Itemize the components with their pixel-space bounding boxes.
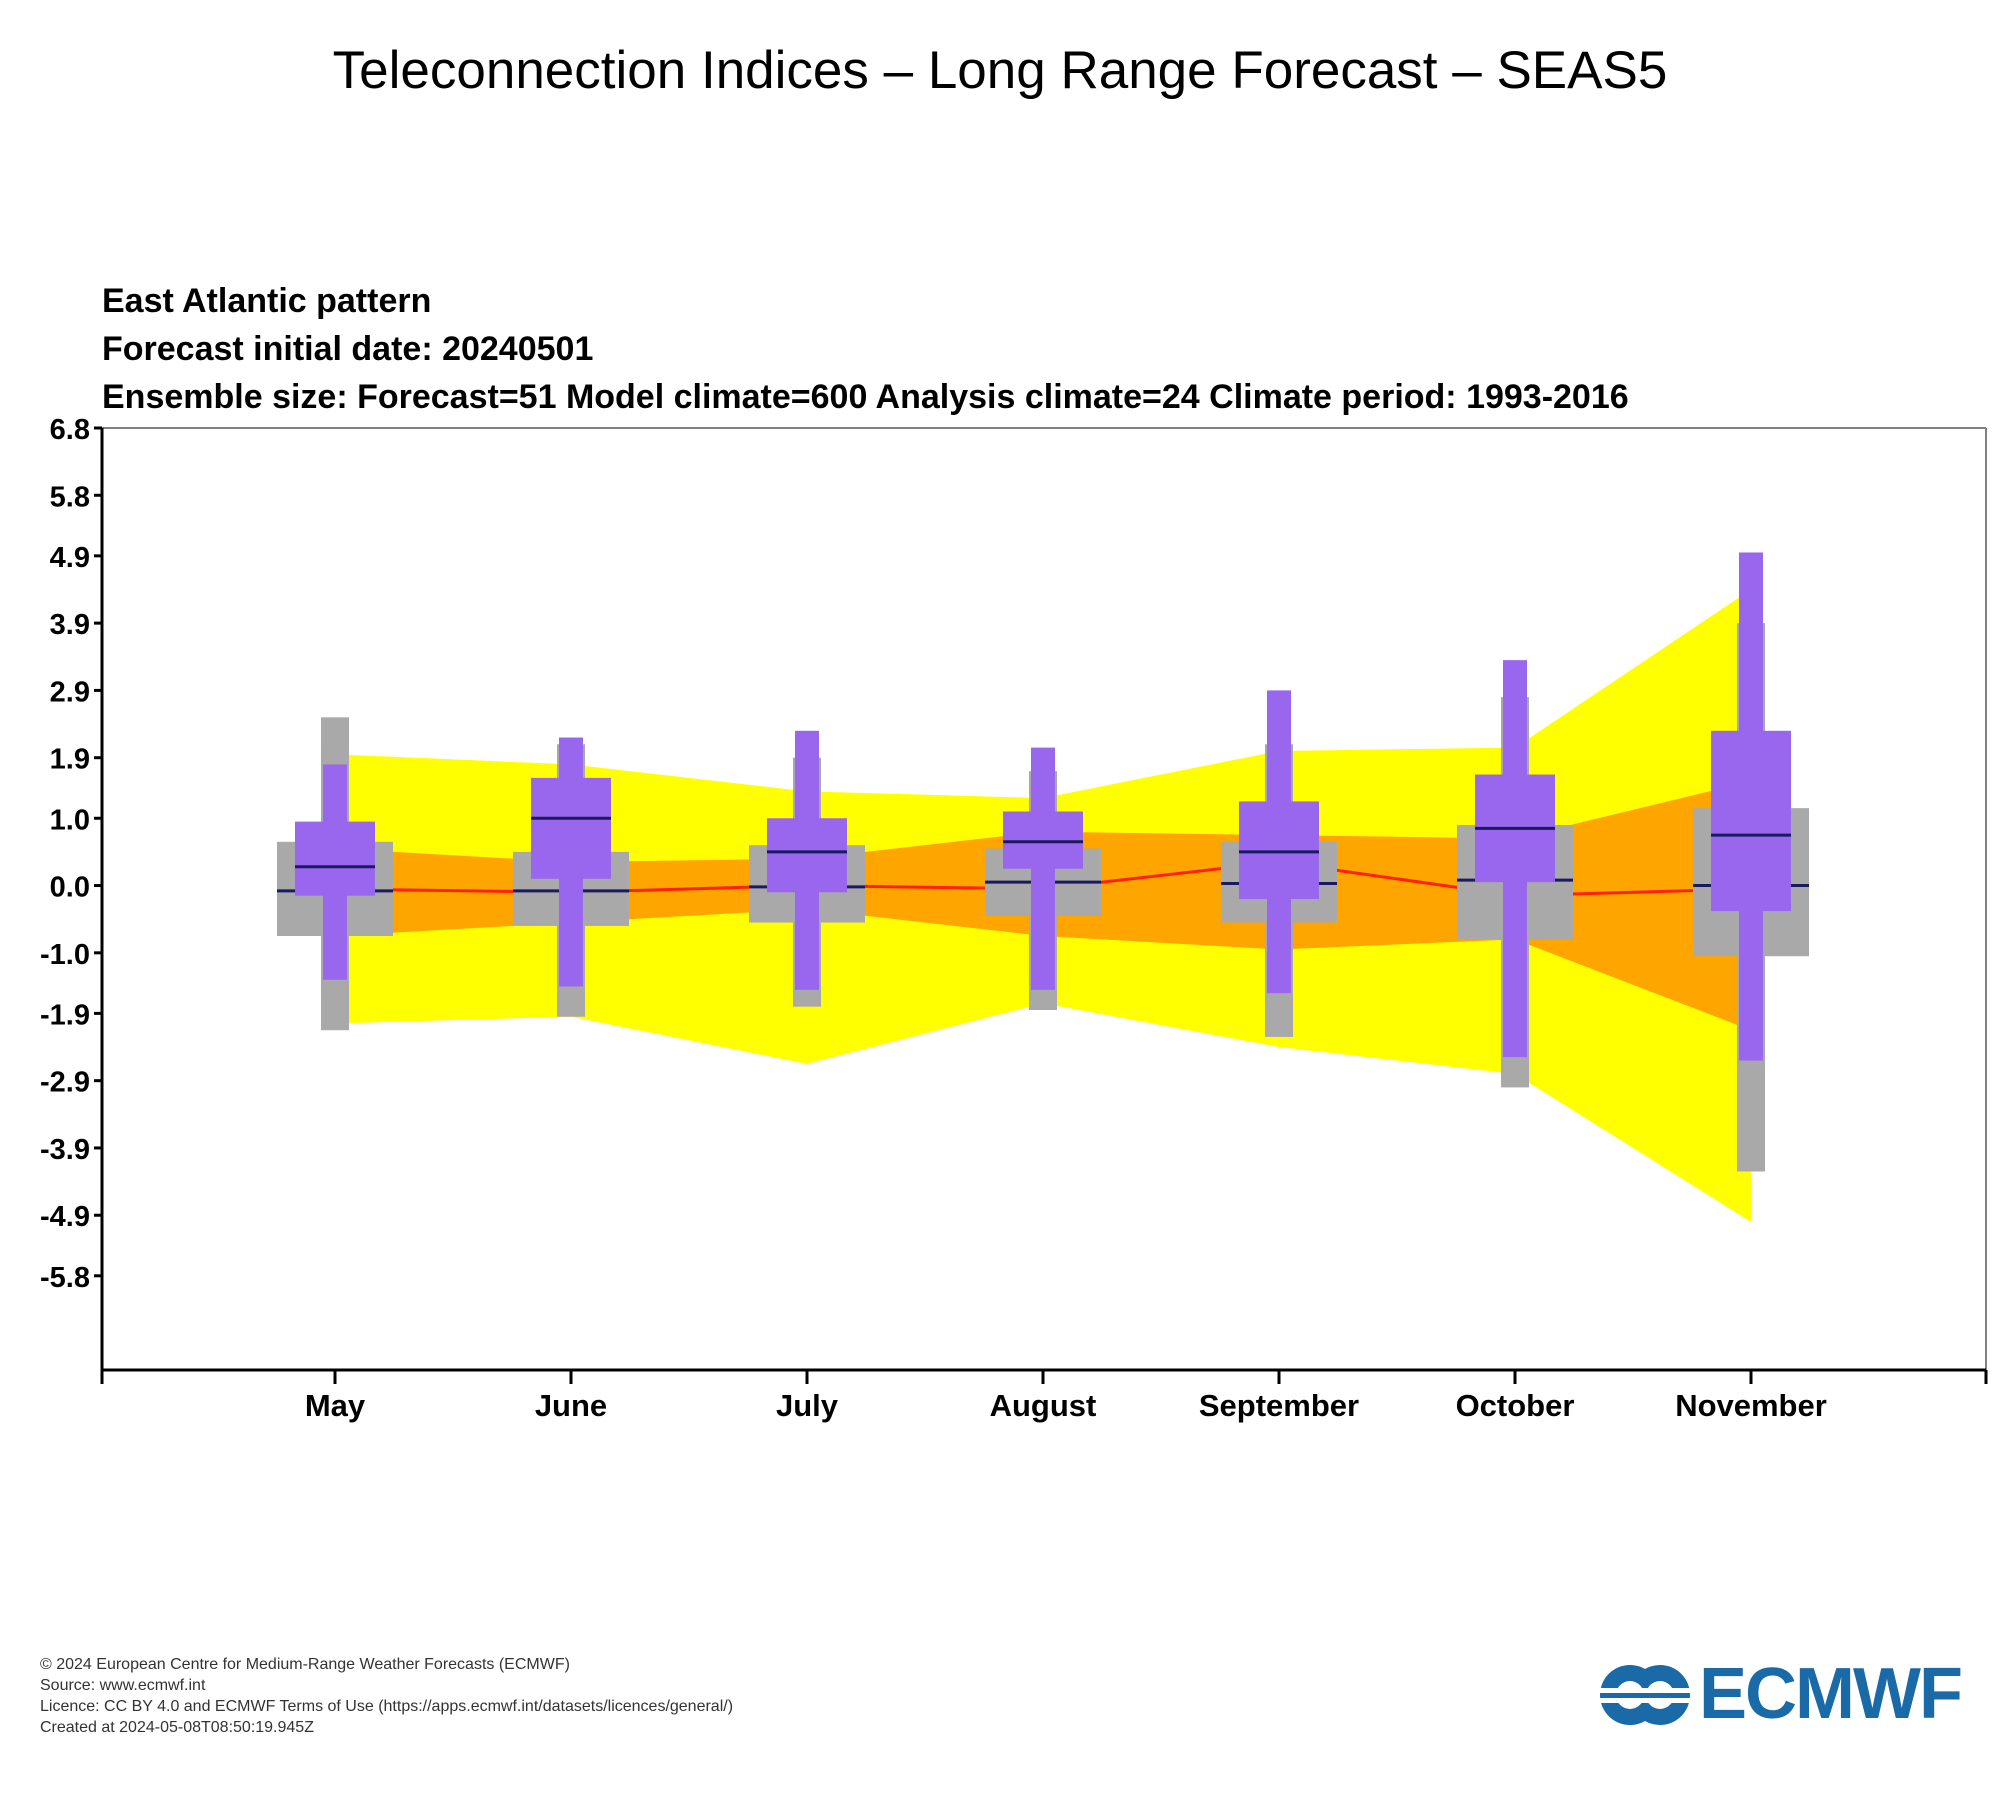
forecast-box <box>1711 730 1791 912</box>
x-tick-label: June <box>535 1388 607 1423</box>
chart-title-line: Forecast initial date: 20240501 <box>102 330 593 368</box>
footer-created: Created at 2024-05-08T08:50:19.945Z <box>40 1719 314 1736</box>
month-boxplot <box>513 737 629 1017</box>
y-tick-label: -1.0 <box>40 939 90 971</box>
footer-licence: Licence: CC BY 4.0 and ECMWF Terms of Us… <box>40 1698 734 1715</box>
month-boxplot <box>1693 552 1809 1172</box>
x-tick-label: July <box>776 1388 839 1423</box>
footer-source: Source: www.ecmwf.int <box>40 1677 206 1694</box>
x-tick-label: August <box>990 1388 1097 1423</box>
month-boxplot <box>277 717 393 1031</box>
chart-title-line: East Atlantic pattern <box>102 282 431 320</box>
ecmwf-logo: ECMWF <box>1595 1654 1975 1734</box>
y-tick-label: -4.9 <box>40 1201 90 1233</box>
x-tick-label: November <box>1675 1388 1827 1423</box>
y-tick-label: 5.8 <box>50 481 90 513</box>
x-axis: May June July August September October Novembe… <box>100 1370 1988 1423</box>
month-boxplot <box>1221 690 1337 1037</box>
page-title: Teleconnection Indices – Long Range Fore… <box>332 41 1668 100</box>
footer: © 2024 European Centre for Medium-Range … <box>40 1654 733 1738</box>
x-tick-label: September <box>1199 1388 1359 1423</box>
x-tick-label: October <box>1456 1388 1575 1423</box>
month-boxplot <box>749 730 865 1007</box>
footer-copyright: © 2024 European Centre for Medium-Range … <box>40 1656 570 1673</box>
y-tick-label: -1.9 <box>40 999 90 1031</box>
y-tick-label: 4.9 <box>50 542 90 574</box>
forecast-box <box>1003 811 1083 869</box>
month-boxplot <box>985 747 1101 1011</box>
month-boxplot <box>1457 660 1573 1088</box>
ecmwf-logo-icon <box>1595 1665 1695 1725</box>
y-tick-label: 2.9 <box>50 676 90 708</box>
forecast-box <box>767 818 847 893</box>
chart-title-line: Ensemble size: Forecast=51 Model climate… <box>102 378 1629 416</box>
y-tick-label: 1.9 <box>50 744 90 776</box>
forecast-box <box>1239 801 1319 899</box>
y-tick-label: -2.9 <box>40 1067 90 1099</box>
chart-titles: East Atlantic pattern Forecast initial d… <box>102 282 1629 416</box>
x-tick-label: May <box>305 1388 366 1423</box>
y-axis: 6.8 5.8 4.9 3.9 2.9 1.9 1.0 0.0 -1.0 -1.9 -2.9 -3.9… <box>40 414 102 1294</box>
y-tick-label: 6.8 <box>50 414 90 446</box>
box-plots <box>277 552 1809 1172</box>
y-tick-label: -3.9 <box>40 1134 90 1166</box>
forecast-box <box>531 777 611 879</box>
y-tick-label: 0.0 <box>50 872 90 904</box>
y-tick-label: -5.8 <box>40 1262 90 1294</box>
y-tick-label: 3.9 <box>50 609 90 641</box>
forecast-box <box>295 821 375 896</box>
y-tick-label: 1.0 <box>50 804 90 836</box>
ecmwf-logo-text: ECMWF <box>1699 1654 1963 1734</box>
